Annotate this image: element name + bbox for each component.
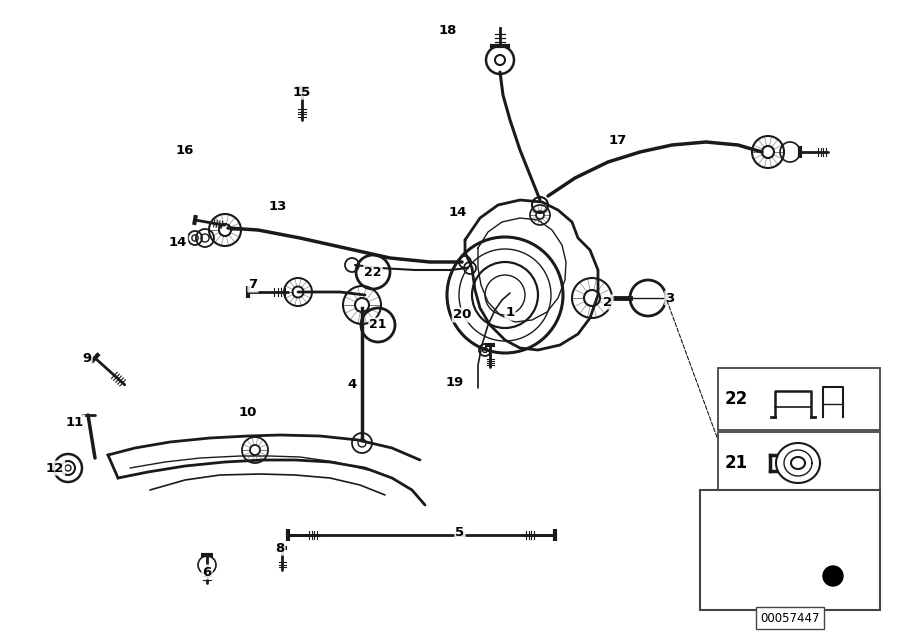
Text: 15: 15 xyxy=(292,86,311,98)
FancyBboxPatch shape xyxy=(718,432,880,494)
Text: 17: 17 xyxy=(609,133,627,147)
Text: 4: 4 xyxy=(347,378,356,392)
Text: 13: 13 xyxy=(269,201,287,213)
Text: 9: 9 xyxy=(83,352,92,364)
Text: 16: 16 xyxy=(176,144,194,156)
Text: 11: 11 xyxy=(66,415,84,429)
Text: 00057447: 00057447 xyxy=(760,612,820,624)
Text: 14: 14 xyxy=(449,206,467,218)
Text: 20: 20 xyxy=(453,309,472,321)
Text: 18: 18 xyxy=(439,23,457,36)
Circle shape xyxy=(823,566,843,586)
Text: 14: 14 xyxy=(169,236,187,248)
Text: 21: 21 xyxy=(369,319,387,331)
FancyBboxPatch shape xyxy=(718,368,880,430)
Text: 2: 2 xyxy=(603,295,613,309)
Text: 5: 5 xyxy=(455,526,464,540)
Text: 3: 3 xyxy=(665,291,675,305)
Text: 10: 10 xyxy=(238,406,257,418)
Text: 19: 19 xyxy=(446,375,464,389)
Text: 21: 21 xyxy=(724,454,748,472)
Text: 6: 6 xyxy=(202,566,211,578)
Text: 7: 7 xyxy=(248,279,257,291)
Text: 8: 8 xyxy=(275,542,284,554)
Text: 1: 1 xyxy=(506,307,515,319)
Text: 12: 12 xyxy=(46,462,64,474)
Text: 22: 22 xyxy=(364,265,382,279)
FancyBboxPatch shape xyxy=(700,490,880,610)
Text: 22: 22 xyxy=(724,390,748,408)
